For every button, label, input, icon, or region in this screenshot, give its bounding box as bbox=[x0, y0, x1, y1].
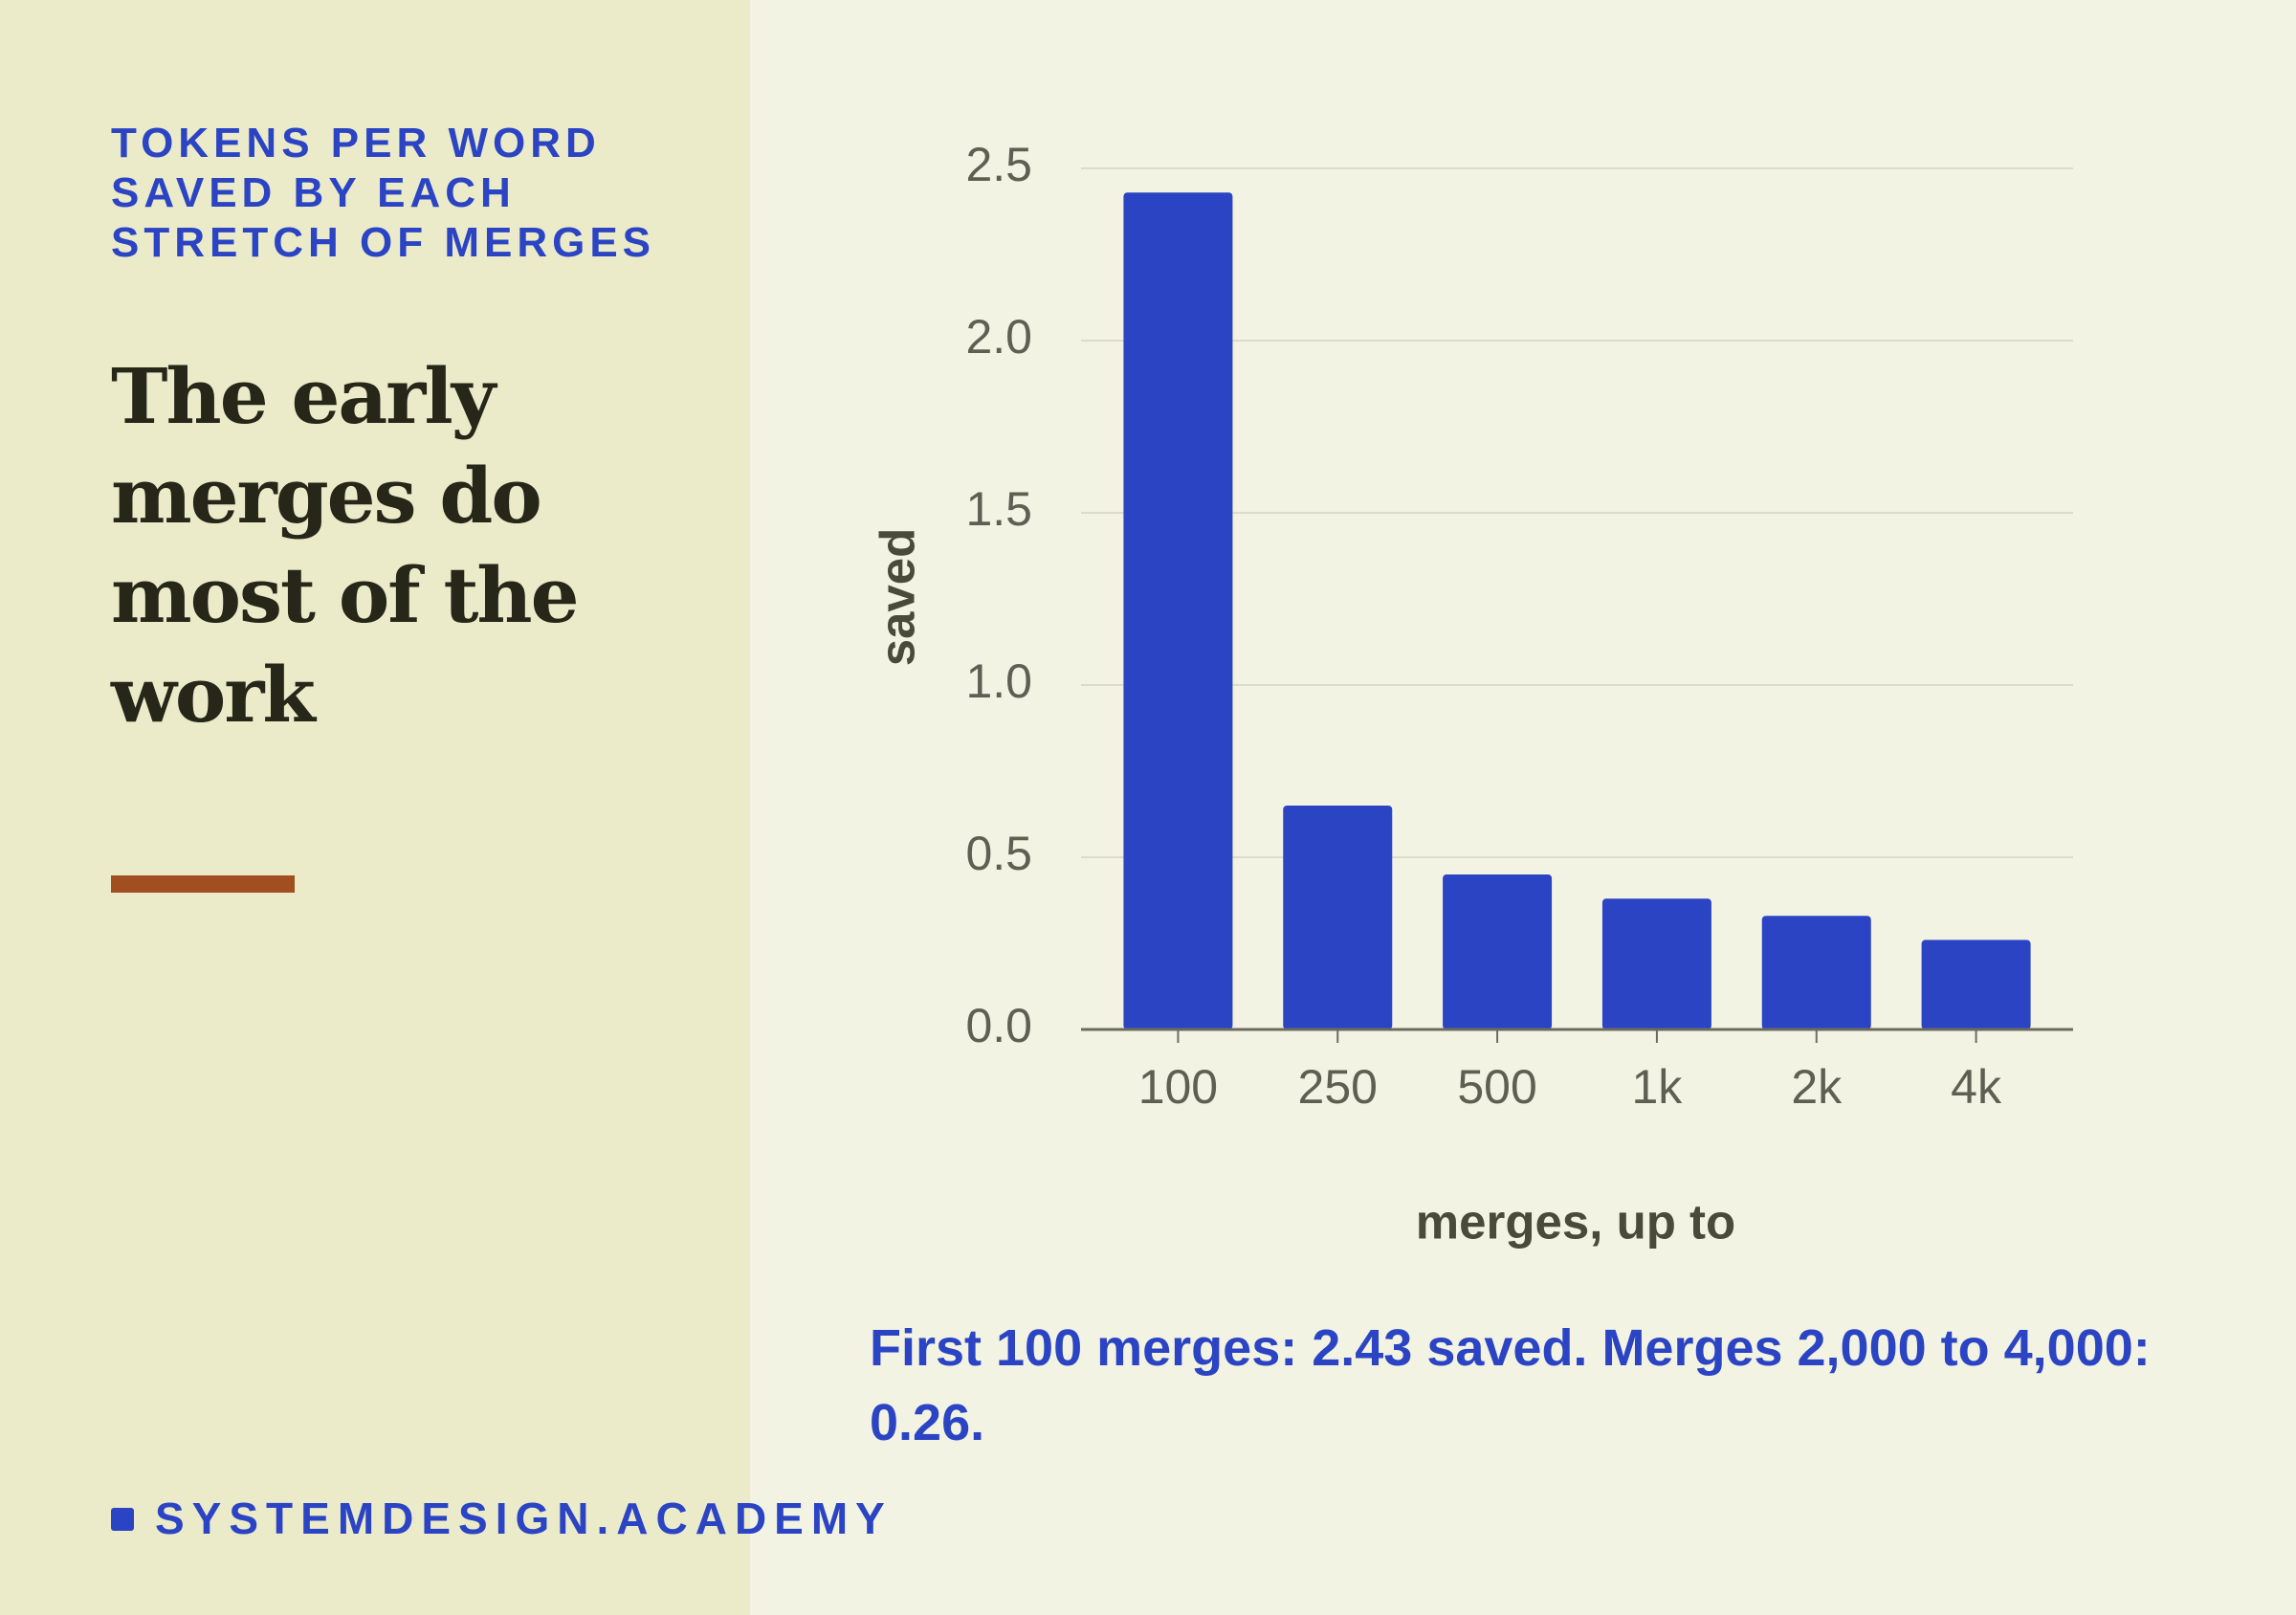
x-tick-label: 2k bbox=[1791, 1060, 1843, 1114]
accent-rule bbox=[111, 875, 295, 893]
y-tick-label: 2.0 bbox=[965, 310, 1032, 364]
x-tick-label: 500 bbox=[1457, 1060, 1536, 1114]
x-tick-label: 4k bbox=[1951, 1060, 2002, 1114]
bar bbox=[1283, 806, 1393, 1029]
y-tick-label: 0.0 bbox=[965, 999, 1032, 1052]
y-tick-label: 1.0 bbox=[965, 654, 1032, 708]
y-tick-label: 1.5 bbox=[965, 482, 1032, 536]
footer-icon bbox=[111, 1508, 134, 1531]
x-tick-label: 1k bbox=[1632, 1060, 1684, 1114]
bar bbox=[1443, 874, 1553, 1029]
x-tick-label: 100 bbox=[1138, 1060, 1218, 1114]
bar bbox=[1761, 916, 1871, 1029]
side-panel bbox=[0, 0, 750, 1615]
bar bbox=[1123, 192, 1233, 1029]
headline: The early merges do most of the work bbox=[111, 351, 580, 740]
y-tick-label: 0.5 bbox=[965, 827, 1032, 880]
kicker: TOKENS PER WORD SAVED BY EACH STRETCH OF… bbox=[111, 120, 656, 266]
caption: First 100 merges: 2.43 saved. Merges 2,0… bbox=[870, 1319, 2151, 1451]
x-tick-label: 250 bbox=[1298, 1060, 1378, 1114]
bar bbox=[1921, 940, 2031, 1029]
y-tick-label: 2.5 bbox=[965, 138, 1032, 191]
bar bbox=[1601, 898, 1711, 1029]
x-axis-label: merges, up to bbox=[1416, 1194, 1735, 1249]
footer: SYSTEMDESIGN.ACADEMY bbox=[155, 1493, 893, 1543]
y-axis-label: saved bbox=[870, 528, 924, 667]
